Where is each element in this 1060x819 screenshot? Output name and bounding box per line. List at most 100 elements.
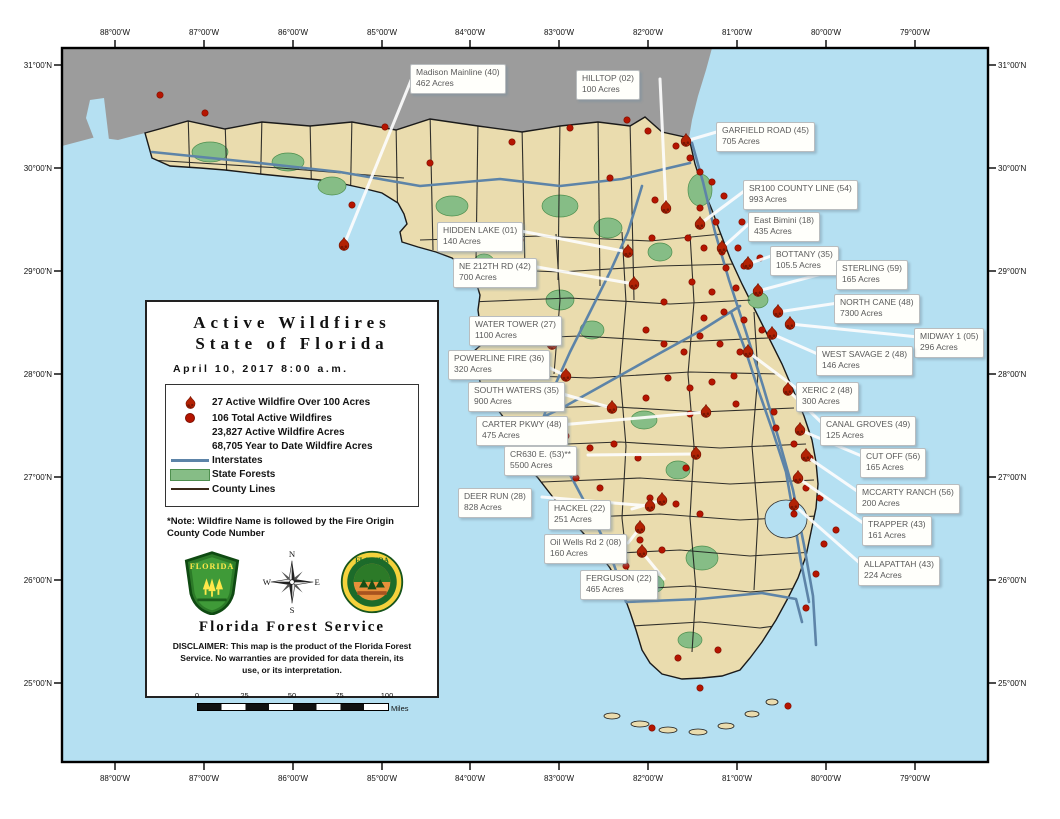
wildfire-dot — [740, 316, 748, 324]
org-name: Florida Forest Service — [198, 619, 386, 636]
wildfire-dot — [623, 116, 631, 124]
forest-swatch — [170, 468, 210, 481]
disclaimer-text: DISCLAIMER: This map is the product of t… — [172, 641, 412, 675]
wildfire-dot — [696, 510, 704, 518]
fire-name: Madison Mainline (40) — [416, 67, 500, 77]
wildfire-dot — [708, 288, 716, 296]
latitude-label-right: 27°00'N — [998, 473, 1027, 482]
latitude-label-right: 30°00'N — [998, 164, 1027, 173]
wildfire-dot — [832, 526, 840, 534]
legend-key-box: 27 Active Wildfire Over 100 Acres 106 Tot… — [165, 383, 419, 507]
fire-name: GARFIELD ROAD (45) — [722, 125, 809, 135]
fire-name: WEST SAVAGE 2 (48) — [822, 349, 908, 359]
latitude-label-left: 28°00'N — [23, 370, 52, 379]
wildfire-dot — [802, 604, 810, 612]
fire-acres: 700 Acres — [459, 272, 497, 283]
fire-name: NORTH CANE (48) — [840, 297, 914, 307]
wildfire-dot — [648, 724, 656, 732]
wildfire-dot — [696, 204, 704, 212]
fire-acres: 465 Acres — [586, 584, 624, 595]
wildfire-dot — [696, 332, 704, 340]
fire-callout: East Bimini (18) 435 Acres — [748, 212, 820, 242]
wildfire-dot — [696, 168, 704, 176]
fire-callout: POWERLINE FIRE (36) 320 Acres — [448, 350, 551, 380]
wildfire-dot — [770, 408, 778, 416]
legend-item: State Forests — [168, 468, 414, 481]
fire-callout: HACKEL (22) 251 Acres — [548, 500, 612, 530]
wildfire-dot — [606, 174, 614, 182]
legend-item: 23,827 Active Wildfire Acres — [168, 427, 414, 438]
florida-landmass — [144, 116, 819, 680]
fire-acres: 1100 Acres — [475, 330, 517, 341]
fire-callout: SR100 COUNTY LINE (54) 993 Acres — [743, 180, 858, 210]
wildfire-dot — [688, 278, 696, 286]
latitude-label-right: 26°00'N — [998, 576, 1027, 585]
longitude-label-bottom: 86°00'W — [277, 774, 309, 783]
fire-callout: CARTER PKWY (48) 475 Acres — [476, 416, 568, 446]
wildfire-dot — [734, 244, 742, 252]
compass-north-label: N — [289, 549, 296, 559]
wildfire-dot — [156, 91, 164, 99]
legend-title-line2: State of Florida — [195, 334, 389, 354]
wildfire-dot — [636, 536, 644, 544]
fire-name: BOTTANY (35) — [776, 249, 833, 259]
fire-acres: 900 Acres — [474, 396, 512, 407]
compass-west-label: W — [263, 577, 272, 587]
fire-callout: CUT OFF (56) 165 Acres — [860, 448, 927, 478]
legend-item: Interstates — [168, 455, 414, 466]
legend-item-label: State Forests — [212, 469, 276, 480]
fire-callout: XERIC 2 (48) 300 Acres — [796, 382, 859, 412]
scale-tick-label: 25 — [240, 690, 249, 700]
fire-name: DEER RUN (28) — [464, 491, 526, 501]
fire-callout: TRAPPER (43) 161 Acres — [862, 516, 932, 546]
wildfire-dot — [682, 464, 690, 472]
map-frame — [60, 46, 990, 764]
fire-callout: MIDWAY 1 (05) 296 Acres — [914, 328, 985, 358]
fire-callout: HILLTOP (02) 100 Acres — [576, 70, 640, 100]
legend-item-label: 27 Active Wildfire Over 100 Acres — [212, 397, 371, 408]
fire-name: HACKEL (22) — [554, 503, 606, 513]
scale-bar-segments — [197, 702, 389, 711]
compass-rose: N E S W — [263, 549, 320, 615]
wildfire-dot — [790, 440, 798, 448]
wildfire-dot — [758, 326, 766, 334]
shield-logo-text: FLORIDA — [190, 562, 234, 571]
longitude-label-bottom: 82°00'W — [632, 774, 664, 783]
longitude-label-top: 80°00'W — [810, 28, 842, 37]
fire-name: CARTER PKWY (48) — [482, 419, 562, 429]
fire-callout: DEER RUN (28) 828 Acres — [458, 488, 532, 518]
compass-south-label: S — [290, 605, 295, 615]
fire-acres: 161 Acres — [868, 530, 906, 541]
legend-item-label: Interstates — [212, 454, 263, 466]
out-of-state-area — [62, 48, 712, 146]
florida-wildland-firefighter-logo: FLORIDA — [340, 550, 404, 614]
latitude-label-right: 29°00'N — [998, 267, 1027, 276]
fire-acres: 300 Acres — [802, 396, 840, 407]
longitude-label-bottom: 87°00'W — [188, 774, 220, 783]
fire-name: WATER TOWER (27) — [475, 319, 556, 329]
latitude-label-left: 27°00'N — [23, 473, 52, 482]
fire-acres: 146 Acres — [822, 360, 860, 371]
fire-acres: 475 Acres — [482, 430, 520, 441]
wildfire-dot — [700, 314, 708, 322]
fire-callout: CR630 E. (53)** 5500 Acres — [504, 446, 577, 476]
wildfire-dot — [700, 244, 708, 252]
round-logo-text: FLORIDA — [355, 555, 390, 564]
wildfire-dot — [660, 298, 668, 306]
scale-bar: Miles 0 25 50 75 100 — [195, 690, 409, 715]
fire-name: SR100 COUNTY LINE (54) — [749, 183, 852, 193]
wildfire-dot — [720, 308, 728, 316]
fire-name: POWERLINE FIRE (36) — [454, 353, 545, 363]
fire-callout: SOUTH WATERS (35) 900 Acres — [468, 382, 566, 412]
longitude-label-bottom: 84°00'W — [454, 774, 486, 783]
wildfire-dot — [674, 654, 682, 662]
wildfire-dot — [820, 540, 828, 548]
wildfire-dot — [732, 400, 740, 408]
fire-callout: CANAL GROVES (49) 125 Acres — [820, 416, 917, 446]
fire-acres: 251 Acres — [554, 514, 592, 525]
fire-acres: 993 Acres — [749, 194, 787, 205]
scale-tick-label: 100 — [380, 690, 394, 700]
fire-acres: 125 Acres — [826, 430, 864, 441]
legend-item-label: 68,705 Year to Date Wildfire Acres — [212, 440, 373, 452]
wildfire-dot — [712, 218, 720, 226]
